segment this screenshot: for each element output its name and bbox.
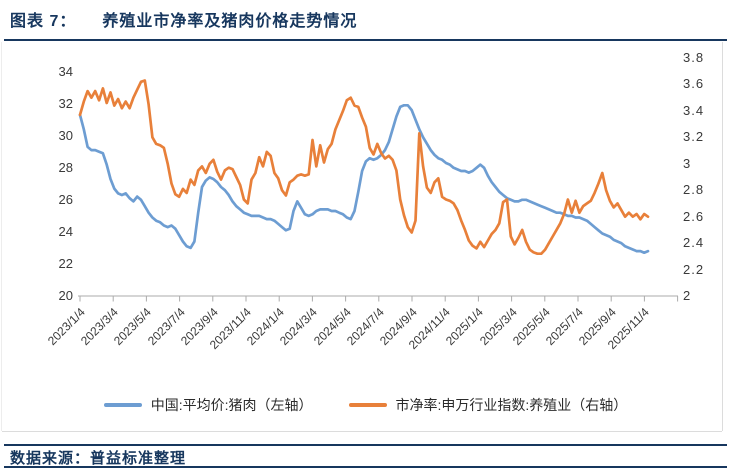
right-axis-tick-label: 3.6 bbox=[683, 76, 705, 92]
title-divider bbox=[4, 39, 727, 41]
pb-line-marker bbox=[348, 402, 387, 408]
left-axis-tick-label: 30 bbox=[58, 127, 73, 143]
series-pb-ratio bbox=[78, 79, 650, 256]
right-axis-tick-label: 3.4 bbox=[683, 102, 705, 118]
right-axis-tick-label: 2.2 bbox=[683, 261, 705, 277]
right-axis-tick-label: 2 bbox=[683, 287, 692, 303]
right-axis-tick-label: 2.6 bbox=[683, 208, 705, 224]
right-axis-tick-label: 3.2 bbox=[683, 129, 705, 145]
legend-item-pork: 中国:平均价:猪肉（左轴） bbox=[103, 395, 313, 415]
left-axis-tick-label: 22 bbox=[58, 255, 73, 271]
figure-header: 图表 7： 养殖业市净率及猪肉价格走势情况 bbox=[10, 7, 357, 31]
cell-border-right bbox=[722, 42, 723, 431]
right-axis-tick-label: 2.4 bbox=[683, 235, 705, 251]
data-source: 数据来源：普益标准整理 bbox=[10, 447, 186, 468]
data-source-text: 数据来源：普益标准整理 bbox=[10, 450, 187, 467]
pork-line-marker bbox=[103, 402, 142, 408]
figure-label: 图表 7： bbox=[10, 13, 77, 30]
left-axis-tick-label: 26 bbox=[58, 191, 73, 207]
right-axis-tick-label: 3.8 bbox=[683, 50, 705, 65]
right-axis-tick-label: 3 bbox=[683, 155, 692, 171]
figure-title: 养殖业市净率及猪肉价格走势情况 bbox=[102, 13, 358, 30]
left-axis-tick-label: 34 bbox=[58, 63, 73, 79]
legend-item-pb: 市净率:申万行业指数:养殖业（右轴） bbox=[348, 395, 628, 415]
left-axis-tick-label: 28 bbox=[58, 159, 73, 175]
left-axis-tick-label: 20 bbox=[58, 288, 73, 304]
cell-border-left bbox=[1, 42, 2, 431]
source-divider bbox=[4, 444, 727, 446]
left-axis-tick-label: 32 bbox=[58, 95, 73, 111]
legend: 中国:平均价:猪肉（左轴） 市净率:申万行业指数:养殖业（右轴） bbox=[0, 392, 731, 418]
legend-label-pb: 市净率:申万行业指数:养殖业（右轴） bbox=[395, 397, 628, 413]
bottom-border bbox=[4, 466, 727, 468]
line-chart-canvas bbox=[78, 79, 679, 302]
left-axis-tick-label: 24 bbox=[58, 223, 73, 239]
chart-area: 34 32 30 28 26 24 22 20 3.8 3.6 3.4 3.2 3 2.8 2.6 2.4 2… bbox=[0, 42, 731, 431]
right-axis-tick-label: 2.8 bbox=[683, 182, 705, 198]
cell-border-bottom bbox=[2, 431, 722, 432]
legend-label-pork: 中国:平均价:猪肉（左轴） bbox=[150, 397, 313, 413]
series-pork-price bbox=[78, 103, 650, 255]
